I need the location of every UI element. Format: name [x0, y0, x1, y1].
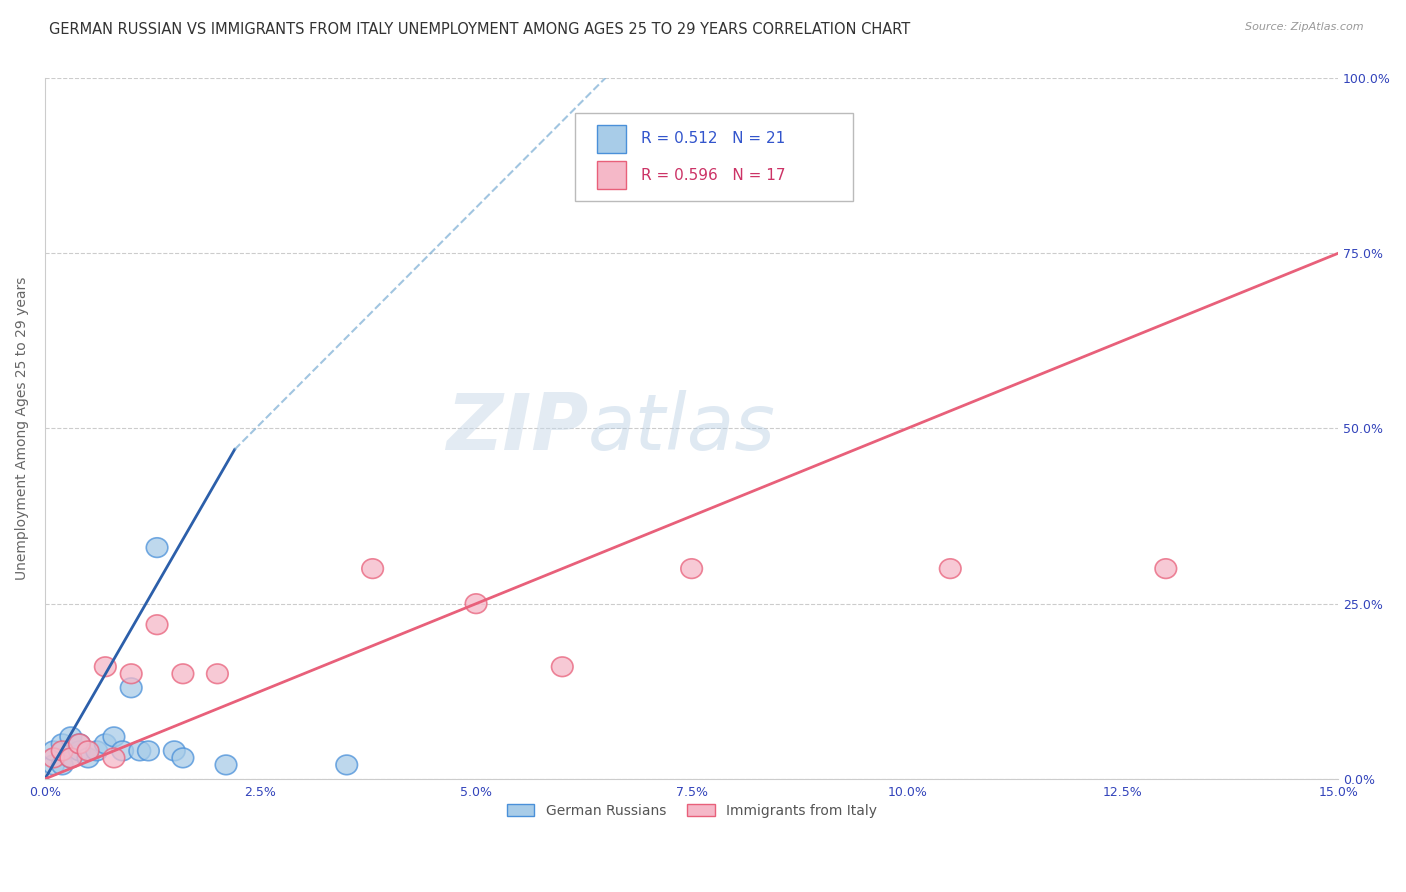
Ellipse shape — [138, 741, 159, 761]
Ellipse shape — [207, 664, 228, 683]
Ellipse shape — [681, 558, 703, 578]
Ellipse shape — [939, 558, 962, 578]
Ellipse shape — [121, 678, 142, 698]
Ellipse shape — [69, 734, 90, 754]
Text: R = 0.512   N = 21: R = 0.512 N = 21 — [641, 131, 786, 146]
Ellipse shape — [52, 734, 73, 754]
FancyBboxPatch shape — [575, 113, 853, 201]
Ellipse shape — [129, 741, 150, 761]
Ellipse shape — [60, 748, 82, 768]
Ellipse shape — [69, 741, 90, 761]
Ellipse shape — [94, 657, 117, 676]
Ellipse shape — [42, 756, 65, 775]
Ellipse shape — [69, 734, 90, 754]
Ellipse shape — [86, 741, 107, 761]
Text: Source: ZipAtlas.com: Source: ZipAtlas.com — [1246, 22, 1364, 32]
Ellipse shape — [551, 657, 574, 676]
Ellipse shape — [42, 741, 65, 761]
Ellipse shape — [112, 741, 134, 761]
Ellipse shape — [52, 756, 73, 775]
FancyBboxPatch shape — [598, 125, 626, 153]
Ellipse shape — [146, 538, 167, 558]
Ellipse shape — [361, 558, 384, 578]
Ellipse shape — [77, 748, 98, 768]
Text: GERMAN RUSSIAN VS IMMIGRANTS FROM ITALY UNEMPLOYMENT AMONG AGES 25 TO 29 YEARS C: GERMAN RUSSIAN VS IMMIGRANTS FROM ITALY … — [49, 22, 911, 37]
Legend: German Russians, Immigrants from Italy: German Russians, Immigrants from Italy — [499, 797, 883, 824]
Ellipse shape — [1156, 558, 1177, 578]
Ellipse shape — [465, 594, 486, 614]
Ellipse shape — [94, 734, 117, 754]
Ellipse shape — [42, 748, 65, 768]
FancyBboxPatch shape — [598, 161, 626, 189]
Ellipse shape — [60, 748, 82, 768]
Ellipse shape — [60, 727, 82, 747]
Y-axis label: Unemployment Among Ages 25 to 29 years: Unemployment Among Ages 25 to 29 years — [15, 277, 30, 580]
Ellipse shape — [215, 756, 236, 775]
Ellipse shape — [121, 664, 142, 683]
Text: atlas: atlas — [588, 391, 776, 467]
Ellipse shape — [163, 741, 186, 761]
Ellipse shape — [77, 741, 98, 761]
Text: ZIP: ZIP — [446, 391, 588, 467]
Ellipse shape — [52, 741, 73, 761]
Ellipse shape — [146, 615, 167, 634]
Text: R = 0.596   N = 17: R = 0.596 N = 17 — [641, 168, 786, 183]
Ellipse shape — [172, 664, 194, 683]
Ellipse shape — [103, 748, 125, 768]
Ellipse shape — [103, 727, 125, 747]
Ellipse shape — [336, 756, 357, 775]
Ellipse shape — [172, 748, 194, 768]
